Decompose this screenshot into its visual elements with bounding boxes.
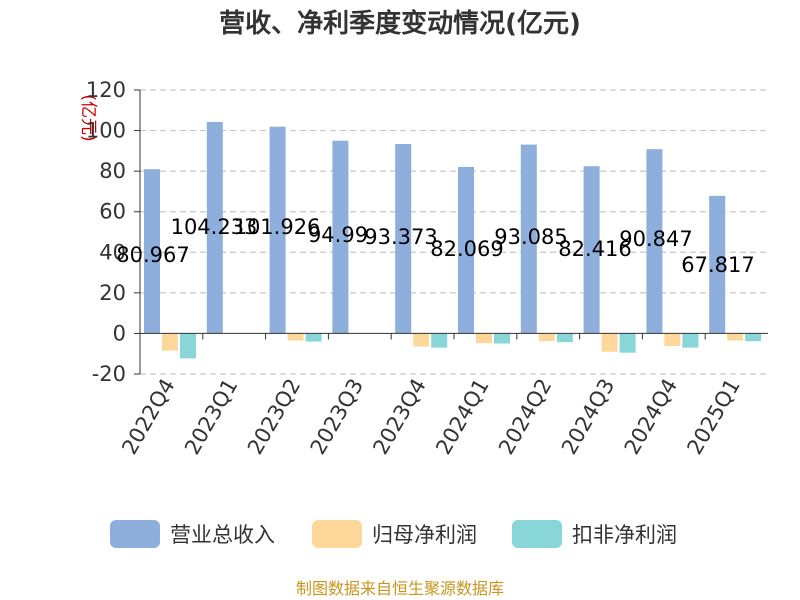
bar-扣非净利润-2025Q1 — [745, 333, 762, 342]
bar-营业总收入-2024Q3 — [583, 166, 600, 334]
data-label: 93.373 — [364, 225, 437, 249]
data-label: 101.926 — [234, 215, 321, 239]
legend-label: 扣非净利润 — [572, 523, 677, 547]
legend-swatch — [312, 520, 362, 548]
bar-扣非净利润-2024Q3 — [619, 333, 636, 353]
data-label: 82.416 — [558, 237, 631, 261]
bar-扣非净利润-2023Q2 — [305, 333, 322, 342]
bar-营业总收入-2024Q4 — [646, 149, 663, 334]
gridlines — [140, 89, 768, 375]
data-label: 94.99 — [308, 223, 368, 247]
data-labels: 80.967 104.233101.92694.9993.37382.06993.… — [116, 215, 754, 277]
bar-营业总收入-2023Q3 — [332, 140, 349, 334]
x-tick-label: 2025Q1 — [682, 375, 744, 459]
x-tick-label: 2024Q2 — [494, 375, 556, 459]
y-tick-label: 20 — [99, 281, 126, 305]
bar-归母净利润-2024Q3 — [601, 333, 618, 352]
bar-扣非净利润-2024Q4 — [682, 333, 699, 348]
data-label: 90.847 — [619, 227, 692, 251]
data-label: 67.817 — [681, 253, 754, 277]
bar-营业总收入-2023Q4 — [395, 144, 412, 334]
bar-扣非净利润-2023Q4 — [431, 333, 448, 348]
x-tick-label: 2023Q3 — [306, 375, 368, 459]
bar-归母净利润-2023Q2 — [287, 333, 304, 341]
x-tick-label: 2024Q1 — [431, 375, 493, 459]
source-note: 制图数据来自恒生聚源数据库 — [296, 579, 504, 598]
y-tick-label: 120 — [86, 78, 126, 102]
data-label: 82.069 — [430, 237, 503, 261]
x-tick-label: 2023Q1 — [180, 375, 242, 459]
y-axis-unit-label: (亿元) — [78, 94, 98, 141]
bar-归母净利润-2024Q2 — [538, 333, 555, 342]
data-label: 80.967 — [116, 243, 189, 267]
legend-label: 营业总收入 — [170, 523, 275, 547]
y-tick-label: -20 — [92, 362, 126, 386]
x-tick-label: 2023Q2 — [243, 375, 305, 459]
bar-扣非净利润-2022Q4 — [180, 333, 196, 359]
bar-归母净利润-2025Q1 — [727, 333, 744, 341]
bar-归母净利润-2022Q4 — [162, 333, 178, 351]
bar-营业总收入-2023Q1 — [206, 121, 223, 334]
x-tick-label: 2024Q3 — [557, 375, 619, 459]
bar-营业总收入-2025Q1 — [709, 195, 726, 334]
chart-title: 营收、净利季度变动情况(亿元) — [219, 8, 581, 39]
legend-swatch — [512, 520, 562, 548]
data-label: 104.233 — [171, 215, 258, 239]
x-tick-label: 2024Q4 — [620, 375, 682, 459]
y-tick-label: 60 — [99, 200, 126, 224]
bars — [144, 121, 762, 359]
bar-归母净利润-2024Q1 — [476, 333, 492, 344]
bar-营业总收入-2023Q2 — [269, 126, 286, 334]
bar-营业总收入-2022Q4 — [144, 169, 160, 334]
bar-扣非净利润-2024Q1 — [494, 333, 510, 344]
y-tick-label: 0 — [113, 321, 126, 345]
bar-归母净利润-2023Q4 — [413, 333, 430, 347]
x-tick-label: 2022Q4 — [117, 375, 179, 459]
legend: 营业总收入 归母净利润 扣非净利润 — [110, 520, 677, 548]
bar-归母净利润-2024Q4 — [664, 333, 681, 347]
bar-营业总收入-2024Q1 — [458, 166, 474, 334]
y-tick-label: 40 — [99, 240, 126, 264]
y-tick-label: 80 — [99, 159, 126, 183]
y-tick-label: 100 — [86, 119, 126, 143]
bar-营业总收入-2024Q2 — [520, 144, 537, 334]
legend-swatch — [110, 520, 160, 548]
bar-扣非净利润-2024Q2 — [556, 333, 573, 343]
x-tick-label: 2023Q4 — [368, 375, 430, 459]
legend-label: 归母净利润 — [372, 523, 477, 547]
data-label: 93.085 — [494, 225, 567, 249]
